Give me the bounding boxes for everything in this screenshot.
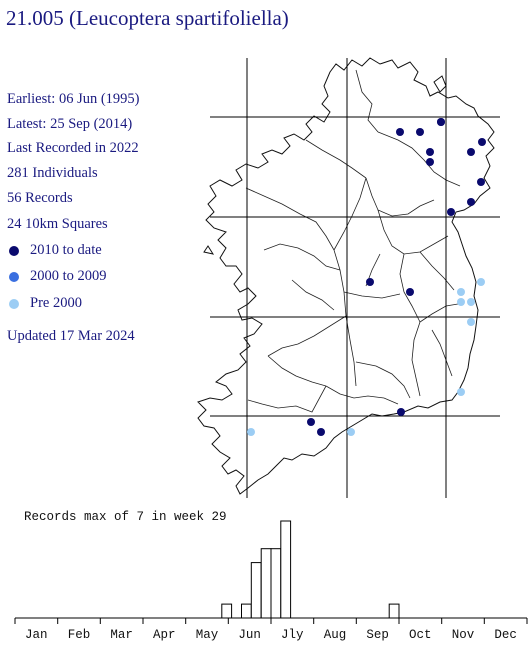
legend-label: Pre 2000	[30, 295, 82, 311]
record-dot	[347, 428, 355, 436]
squares-count: 24 10km Squares	[7, 216, 108, 232]
histogram-bar	[241, 603, 252, 619]
legend-label: 2000 to 2009	[30, 268, 107, 284]
histogram-bar	[270, 548, 282, 619]
histogram-caption: Records max of 7 in week 29	[24, 510, 227, 524]
ireland-outline	[197, 57, 495, 495]
record-dot	[307, 418, 315, 426]
records-count: 56 Records	[7, 190, 73, 206]
record-dot	[426, 148, 434, 156]
histogram-bar	[221, 603, 233, 619]
legend-dot-2000-icon	[9, 272, 19, 282]
month-label: May	[195, 628, 219, 642]
legend-dot-pre2000-icon	[9, 299, 19, 309]
month-label: Sep	[366, 628, 389, 642]
month-label: Dec	[494, 628, 517, 642]
record-dot	[467, 148, 475, 156]
record-dot	[426, 158, 434, 166]
county-boundaries	[245, 69, 461, 413]
histogram-bar	[250, 562, 262, 619]
updated-date: Updated 17 Mar 2024	[7, 328, 135, 344]
record-dot	[478, 138, 486, 146]
individuals-count: 281 Individuals	[7, 165, 98, 181]
record-dot	[416, 128, 424, 136]
record-dot	[396, 128, 404, 136]
record-dot	[467, 318, 475, 326]
histogram-bar	[388, 603, 400, 619]
record-dot	[457, 388, 465, 396]
page-title: 21.005 (Leucoptera spartifoliella)	[6, 6, 289, 30]
record-dot	[457, 298, 465, 306]
last-recorded: Last Recorded in 2022	[7, 140, 139, 156]
record-dot	[447, 208, 455, 216]
month-label: Apr	[153, 628, 176, 642]
month-label: Jly	[281, 628, 304, 642]
month-label: Jun	[238, 628, 261, 642]
histogram-bar	[280, 520, 292, 619]
record-dot	[366, 278, 374, 286]
month-label: Mar	[110, 628, 133, 642]
month-label: Nov	[451, 628, 475, 642]
record-dot	[457, 288, 465, 296]
latest-date: Latest: 25 Sep (2014)	[7, 116, 133, 132]
record-dot	[397, 408, 405, 416]
legend-label: 2010 to date	[30, 242, 102, 258]
month-label: Oct	[409, 628, 432, 642]
record-dot	[437, 118, 445, 126]
record-dot	[467, 198, 475, 206]
record-dots	[247, 118, 486, 436]
histogram-bar	[260, 548, 272, 619]
record-dot	[467, 298, 475, 306]
record-dot	[477, 278, 485, 286]
record-dot	[477, 178, 485, 186]
map-grid	[210, 58, 500, 498]
record-dot	[317, 428, 325, 436]
earliest-date: Earliest: 06 Jun (1995)	[7, 91, 140, 107]
record-dot	[406, 288, 414, 296]
record-dot	[247, 428, 255, 436]
month-label: Aug	[323, 628, 347, 642]
legend-dot-2010-icon	[9, 246, 19, 256]
month-label: Jan	[25, 628, 48, 642]
histogram	[14, 520, 528, 624]
month-label: Feb	[67, 628, 91, 642]
